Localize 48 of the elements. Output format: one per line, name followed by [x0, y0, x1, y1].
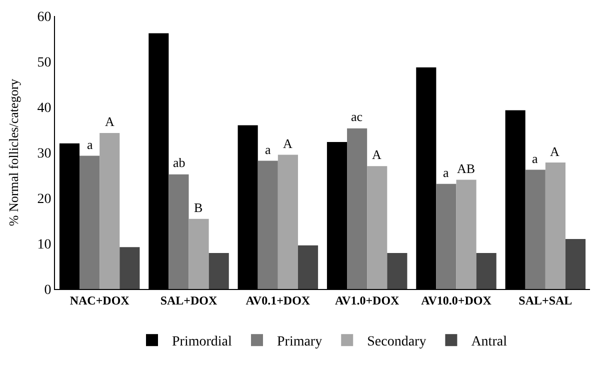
annotation: a [532, 151, 538, 166]
bar [565, 238, 586, 289]
y-axis-title: % Normal follicles/category [6, 78, 22, 226]
annotation: A [550, 144, 560, 159]
bar [208, 253, 229, 289]
bar [120, 247, 140, 289]
bar [168, 174, 189, 289]
annotation: A [372, 147, 382, 162]
x-tick-label: AV0.1+DOX [246, 293, 310, 308]
annotation: a [87, 137, 93, 152]
legend-label: Primary [276, 334, 322, 350]
bar [258, 160, 278, 289]
bar [436, 184, 456, 289]
legend-label: Primordial [172, 334, 232, 350]
x-tick-label: SAL+DOX [160, 293, 218, 308]
bar [367, 166, 388, 289]
annotation: ab [173, 155, 186, 170]
x-tick-label: SAL+SAL [518, 293, 572, 308]
bar [80, 156, 100, 289]
y-tick-label: 20 [37, 192, 52, 207]
bar [456, 180, 476, 289]
bar [100, 132, 120, 289]
annotation: B [194, 200, 203, 215]
annotation: ac [351, 109, 363, 124]
y-tick-label: 30 [37, 146, 52, 162]
y-tick-label: 0 [44, 282, 52, 298]
legend-label: Secondary [367, 334, 426, 350]
annotation: A [283, 136, 293, 151]
bar [476, 253, 496, 289]
y-tick-label: 40 [37, 100, 52, 116]
annotation: a [265, 142, 271, 157]
annotation: AB [457, 161, 476, 176]
x-tick-label: AV10.0+DOX [421, 293, 492, 308]
y-tick-label: 50 [37, 55, 52, 70]
bar [525, 170, 546, 289]
x-tick-label: NAC+DOX [70, 293, 130, 308]
annotation: a [443, 165, 449, 180]
x-tick-label: AV1.0+DOX [334, 293, 400, 308]
annotation: A [105, 114, 115, 129]
y-tick-label: 10 [37, 237, 52, 252]
bar [278, 154, 298, 289]
bar [347, 128, 368, 289]
y-tick-label: 60 [37, 10, 52, 25]
bar [545, 162, 566, 289]
bar [387, 253, 408, 289]
bar [298, 245, 318, 289]
bar [188, 218, 209, 289]
legend-label: Antral [471, 334, 508, 350]
